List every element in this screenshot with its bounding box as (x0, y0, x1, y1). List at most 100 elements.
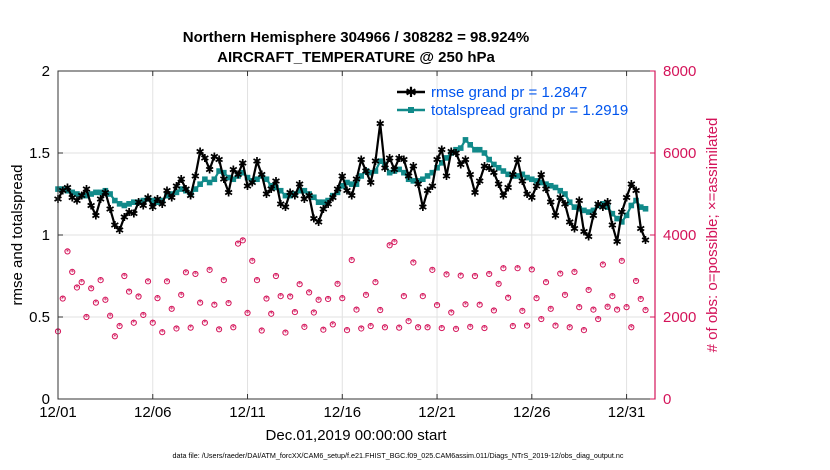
obs-assimilated-point: * (279, 292, 283, 301)
rmse-point: ✱ (172, 180, 181, 193)
obs-assimilated-point: * (421, 292, 425, 301)
rmse-point: ✱ (565, 216, 574, 229)
rmse-point: ✱ (200, 152, 209, 165)
obs-possible-point (595, 315, 602, 323)
obs-assimilated-point: * (601, 261, 605, 270)
obs-possible-point (585, 286, 592, 294)
totalspread-point (301, 187, 308, 194)
rmse-point: ✱ (101, 186, 110, 199)
obs-assimilated-point: * (369, 322, 373, 331)
obs-assimilated-point: * (591, 306, 595, 315)
obs-assimilated-point: * (544, 278, 548, 287)
obs-possible-point (315, 296, 322, 303)
rmse-point: ✱ (617, 206, 626, 219)
obs-assimilated-point: * (65, 247, 69, 256)
legend-rmse-label: rmse grand pr = 1.2847 (431, 84, 587, 101)
obs-possible-point (130, 319, 137, 326)
obs-assimilated-point: * (241, 236, 245, 245)
totalspread-point (149, 197, 156, 204)
obs-possible-point (197, 299, 204, 306)
obs-possible-point (306, 289, 313, 296)
obs-possible-point (111, 333, 118, 340)
obs-assimilated-point: * (606, 303, 610, 312)
totalspread-point (519, 171, 526, 178)
totalspread-point (83, 192, 90, 199)
obs-assimilated-point: * (625, 303, 629, 312)
obs-assimilated-point: * (184, 268, 188, 277)
rmse-point: ✱ (58, 185, 67, 198)
totalspread-point (69, 189, 76, 196)
obs-possible-point (88, 285, 95, 292)
totalspread-point (642, 205, 649, 212)
obs-assimilated-point: * (355, 306, 359, 315)
totalspread-point (491, 161, 497, 168)
obs-possible-point (386, 242, 393, 249)
totalspread-point (467, 142, 474, 148)
obs-assimilated-point: * (629, 323, 633, 332)
obs-possible-point (391, 238, 398, 246)
rmse-point: ✱ (342, 185, 351, 198)
rmse-point: ✱ (271, 175, 280, 188)
totalspread-point (107, 191, 113, 197)
totalspread-point (410, 178, 417, 184)
obs-assimilated-point: * (615, 306, 619, 315)
obs-possible-point (125, 288, 133, 295)
rmse-point: ✱ (300, 193, 309, 206)
totalspread-point (325, 197, 331, 204)
rmse-point: ✱ (494, 178, 503, 191)
rmse-point: ✱ (461, 154, 470, 167)
obs-possible-point (542, 279, 550, 286)
obs-possible-point (590, 306, 597, 313)
rmse-point: ✱ (508, 168, 517, 181)
totalspread-point (495, 164, 502, 171)
obs-assimilated-point: * (156, 294, 160, 303)
totalspread-point (353, 181, 360, 187)
rmse-point: ✱ (328, 191, 337, 204)
obs-possible-point (547, 305, 554, 312)
obs-possible-point (353, 306, 360, 313)
rmse-point: ✱ (390, 163, 399, 176)
obs-assimilated-point: * (127, 288, 131, 297)
totalspread-point (206, 179, 213, 186)
obs-assimilated-point: * (141, 311, 145, 320)
obs-possible-point (102, 296, 109, 303)
obs-possible-point (320, 326, 327, 333)
obs-assimilated-point: * (473, 272, 477, 281)
obs-possible-point (576, 304, 583, 311)
obs-possible-point (296, 281, 303, 288)
obs-assimilated-point: * (99, 276, 103, 285)
totalspread-point (628, 202, 635, 209)
obs-assimilated-point: * (146, 277, 150, 286)
obs-possible-point (557, 270, 564, 277)
obs-possible-point (642, 306, 649, 314)
totalspread-point (221, 169, 227, 176)
totalspread-point (372, 168, 379, 174)
totalspread-point (277, 187, 284, 194)
totalspread-point (543, 181, 549, 187)
obs-assimilated-point: * (478, 301, 482, 310)
obs-possible-point (613, 306, 621, 313)
totalspread-point (637, 204, 644, 210)
obs-assimilated-point: * (326, 295, 330, 304)
rmse-point: ✱ (153, 193, 162, 206)
totalspread-point (140, 197, 147, 204)
totalspread-point (154, 199, 161, 205)
totalspread-point (547, 183, 554, 189)
totalspread-point (590, 207, 597, 214)
rmse-point: ✱ (546, 196, 555, 209)
obs-possible-point (348, 256, 355, 264)
obs-assimilated-point: * (298, 280, 302, 289)
obs-assimilated-point: * (340, 294, 344, 303)
rmse-point: ✱ (612, 236, 621, 249)
obs-possible-point (329, 321, 336, 328)
rmse-point: ✱ (475, 175, 484, 188)
obs-possible-point (523, 322, 531, 329)
rmse-point: ✱ (470, 186, 479, 199)
rmse-point: ✱ (395, 152, 404, 165)
totalspread-point (377, 158, 383, 164)
rmse-point: ✱ (480, 160, 489, 173)
legend-spread-marker (408, 107, 414, 113)
axes: 12/01 12/06 12/11 12/16 12/21 12/26 12/31 0 0.5 1… (29, 63, 696, 421)
totalspread-point (159, 197, 166, 204)
obs-possible-point (225, 299, 232, 307)
